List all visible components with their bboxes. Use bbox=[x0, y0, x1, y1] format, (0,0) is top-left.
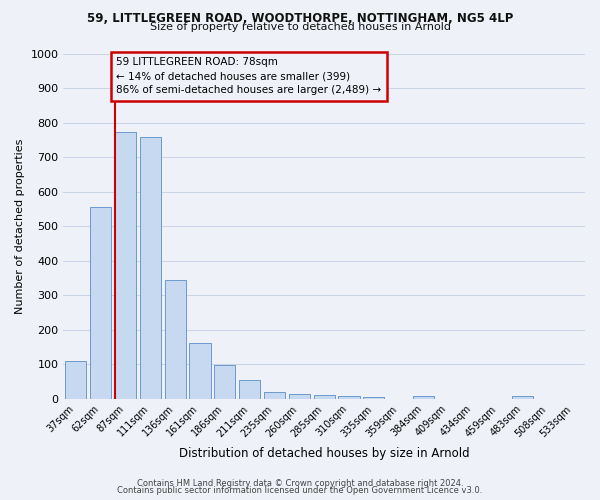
Text: 59 LITTLEGREEN ROAD: 78sqm
← 14% of detached houses are smaller (399)
86% of sem: 59 LITTLEGREEN ROAD: 78sqm ← 14% of deta… bbox=[116, 58, 382, 96]
Bar bbox=[289, 394, 310, 399]
Bar bbox=[164, 280, 186, 399]
Bar bbox=[115, 132, 136, 399]
Bar bbox=[190, 342, 211, 399]
Bar bbox=[338, 396, 359, 399]
Bar bbox=[140, 137, 161, 399]
Bar bbox=[512, 396, 533, 399]
Bar bbox=[65, 361, 86, 399]
Bar bbox=[364, 397, 385, 399]
Bar bbox=[314, 396, 335, 399]
X-axis label: Distribution of detached houses by size in Arnold: Distribution of detached houses by size … bbox=[179, 447, 470, 460]
Text: Size of property relative to detached houses in Arnold: Size of property relative to detached ho… bbox=[149, 22, 451, 32]
Text: Contains HM Land Registry data © Crown copyright and database right 2024.: Contains HM Land Registry data © Crown c… bbox=[137, 478, 463, 488]
Bar bbox=[413, 396, 434, 399]
Text: Contains public sector information licensed under the Open Government Licence v3: Contains public sector information licen… bbox=[118, 486, 482, 495]
Y-axis label: Number of detached properties: Number of detached properties bbox=[15, 139, 25, 314]
Bar bbox=[90, 208, 111, 399]
Bar bbox=[239, 380, 260, 399]
Bar bbox=[264, 392, 285, 399]
Bar bbox=[214, 366, 235, 399]
Text: 59, LITTLEGREEN ROAD, WOODTHORPE, NOTTINGHAM, NG5 4LP: 59, LITTLEGREEN ROAD, WOODTHORPE, NOTTIN… bbox=[87, 12, 513, 26]
